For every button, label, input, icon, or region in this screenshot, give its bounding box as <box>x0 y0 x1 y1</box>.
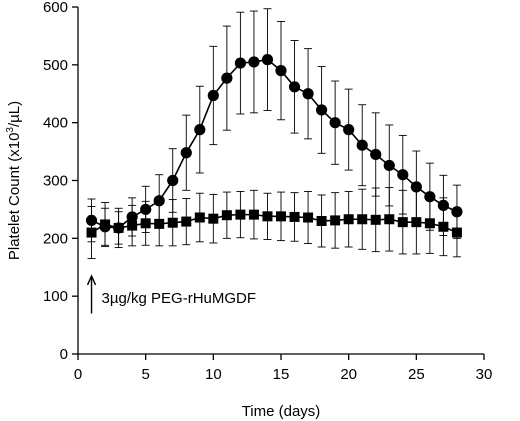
data-point <box>86 227 97 238</box>
y-axis-title-superscript: 3 <box>5 127 16 133</box>
data-point <box>316 104 328 116</box>
x-tick-label: 25 <box>408 366 425 383</box>
data-point <box>410 181 422 193</box>
x-tick-label: 15 <box>273 366 290 383</box>
series-squares <box>86 186 462 260</box>
series-line <box>91 58 458 229</box>
data-point <box>329 117 341 129</box>
y-axis-title-suffix: /µL) <box>6 101 23 127</box>
data-point <box>424 218 435 229</box>
series-circles <box>85 8 463 246</box>
data-point <box>343 214 354 225</box>
y-tick-label: 200 <box>43 230 68 247</box>
data-point <box>261 54 274 66</box>
data-point <box>276 211 286 222</box>
y-tick-label: 0 <box>60 346 68 363</box>
x-tick-label: 20 <box>340 366 357 383</box>
data-point <box>438 221 449 232</box>
arrow-head-icon <box>86 274 97 286</box>
data-point <box>235 209 246 220</box>
data-point <box>140 218 151 229</box>
data-point <box>248 56 260 68</box>
data-point <box>154 218 165 229</box>
data-point <box>288 81 301 93</box>
data-point <box>302 88 314 100</box>
series-line <box>91 213 458 234</box>
annotation-label: 3µg/kg PEG-rHuMGDF <box>102 290 257 307</box>
data-point <box>397 169 409 181</box>
data-point <box>167 174 179 187</box>
data-point <box>451 227 462 238</box>
data-point <box>221 210 232 221</box>
axes: 0 100 200 300 400 500 600 0 5 10 15 20 25 30 <box>43 0 492 383</box>
data-point <box>397 217 408 228</box>
data-point <box>411 217 422 228</box>
x-axis-title: Time (days) <box>242 403 321 420</box>
data-point <box>330 215 341 226</box>
y-tick-label: 300 <box>43 173 68 190</box>
x-tick-label: 0 <box>74 366 82 383</box>
data-point <box>303 212 314 223</box>
data-point <box>221 72 233 84</box>
y-axis-title-prefix: Platelet Count (x10 <box>6 133 23 261</box>
data-point <box>153 195 165 207</box>
data-point <box>316 215 327 226</box>
x-tick-label: 5 <box>141 366 149 383</box>
series-layer <box>85 8 463 260</box>
y-tick-label: 500 <box>43 57 68 74</box>
data-point <box>207 89 219 102</box>
data-point <box>383 159 395 172</box>
data-point <box>289 211 300 222</box>
y-tick-label: 600 <box>43 0 68 16</box>
data-point <box>167 217 178 228</box>
data-point <box>234 57 246 69</box>
data-point <box>194 212 205 223</box>
data-point <box>113 222 124 233</box>
data-point <box>370 148 382 161</box>
data-point <box>356 139 368 151</box>
data-point <box>208 213 219 224</box>
x-tick-label: 10 <box>205 366 222 383</box>
data-point <box>248 209 259 220</box>
data-point <box>384 214 395 225</box>
x-tick-label: 30 <box>476 366 493 383</box>
data-point <box>357 214 368 225</box>
data-point <box>262 211 273 222</box>
data-point <box>100 219 111 230</box>
data-point <box>180 147 192 159</box>
data-point <box>127 220 138 231</box>
data-point <box>343 124 355 136</box>
data-point <box>370 214 381 225</box>
annotation-layer: 3µg/kg PEG-rHuMGDF <box>86 274 257 314</box>
y-tick-label: 100 <box>43 288 68 305</box>
y-tick-label: 400 <box>43 115 68 132</box>
data-point <box>275 65 287 77</box>
data-point <box>194 124 206 136</box>
y-axis-title: Platelet Count (x103/µL) <box>5 101 23 260</box>
data-point <box>181 216 192 227</box>
